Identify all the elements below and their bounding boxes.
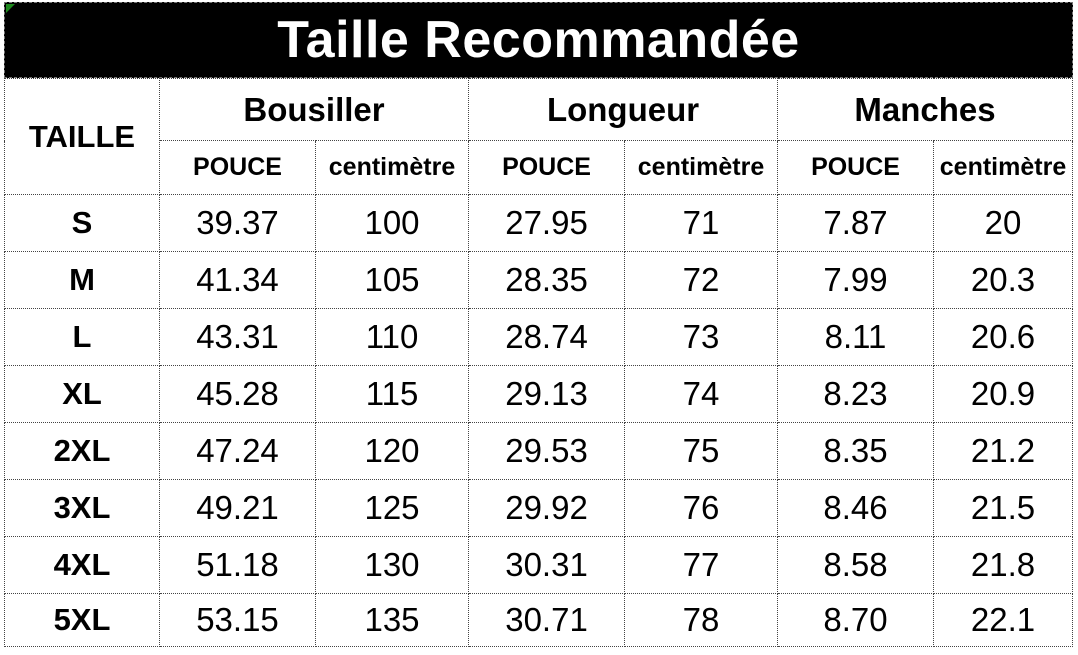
cell-manches-cm: 21.5 bbox=[933, 479, 1074, 537]
cell-longueur-pouce: 30.31 bbox=[468, 536, 626, 594]
unit-header-row: POUCE centimètre POUCE centimètre POUCE … bbox=[5, 140, 1074, 195]
group-header-longueur: Longueur bbox=[468, 78, 779, 141]
group-header-row: TAILLE Bousiller Longueur Manches bbox=[4, 78, 1074, 195]
cell-size: 2XL bbox=[4, 422, 160, 480]
unit-header-bousiller-cm: centimètre bbox=[314, 140, 470, 195]
cell-bousiller-cm: 125 bbox=[314, 479, 470, 537]
size-column-header: TAILLE bbox=[4, 78, 160, 195]
cell-size: L bbox=[4, 308, 160, 366]
cell-bousiller-pouce: 39.37 bbox=[159, 194, 316, 252]
cell-longueur-cm: 71 bbox=[624, 194, 779, 252]
table-row: 4XL 51.18 130 30.31 77 8.58 21.8 bbox=[4, 536, 1074, 594]
cell-bousiller-pouce: 45.28 bbox=[159, 365, 316, 423]
cell-bousiller-pouce: 51.18 bbox=[159, 536, 316, 594]
group-header-bousiller: Bousiller bbox=[158, 78, 470, 141]
cell-manches-cm: 20 bbox=[933, 194, 1074, 252]
table-row: S 39.37 100 27.95 71 7.87 20 bbox=[4, 194, 1074, 252]
cell-size: 4XL bbox=[4, 536, 160, 594]
cell-manches-pouce: 7.87 bbox=[777, 194, 935, 252]
table-row: 3XL 49.21 125 29.92 76 8.46 21.5 bbox=[4, 479, 1074, 537]
table-row: L 43.31 110 28.74 73 8.11 20.6 bbox=[4, 308, 1074, 366]
cell-longueur-cm: 76 bbox=[624, 479, 779, 537]
cell-manches-cm: 21.8 bbox=[933, 536, 1074, 594]
cell-bousiller-cm: 135 bbox=[314, 593, 470, 647]
cell-manches-pouce: 8.58 bbox=[777, 536, 935, 594]
cell-bousiller-cm: 120 bbox=[314, 422, 470, 480]
unit-header-longueur-pouce: POUCE bbox=[468, 140, 626, 195]
cell-longueur-pouce: 28.74 bbox=[468, 308, 626, 366]
excel-corner-flag-icon bbox=[6, 4, 15, 13]
cell-bousiller-pouce: 49.21 bbox=[159, 479, 316, 537]
unit-header-manches-cm: centimètre bbox=[933, 140, 1074, 195]
group-header-manches: Manches bbox=[777, 78, 1074, 141]
cell-manches-cm: 21.2 bbox=[933, 422, 1074, 480]
cell-bousiller-cm: 130 bbox=[314, 536, 470, 594]
cell-size: M bbox=[4, 251, 160, 309]
cell-manches-cm: 20.6 bbox=[933, 308, 1074, 366]
table-row: 2XL 47.24 120 29.53 75 8.35 21.2 bbox=[4, 422, 1074, 480]
cell-longueur-pouce: 29.92 bbox=[468, 479, 626, 537]
cell-manches-cm: 20.3 bbox=[933, 251, 1074, 309]
cell-longueur-cm: 77 bbox=[624, 536, 779, 594]
cell-longueur-cm: 75 bbox=[624, 422, 779, 480]
cell-manches-pouce: 8.46 bbox=[777, 479, 935, 537]
cell-size: 5XL bbox=[4, 593, 160, 647]
cell-bousiller-cm: 100 bbox=[314, 194, 470, 252]
table-row: XL 45.28 115 29.13 74 8.23 20.9 bbox=[4, 365, 1074, 423]
cell-manches-pouce: 7.99 bbox=[777, 251, 935, 309]
cell-longueur-pouce: 27.95 bbox=[468, 194, 626, 252]
cell-bousiller-pouce: 47.24 bbox=[159, 422, 316, 480]
cell-longueur-pouce: 30.71 bbox=[468, 593, 626, 647]
table-row: 5XL 53.15 135 30.71 78 8.70 22.1 bbox=[4, 593, 1074, 647]
cell-size: XL bbox=[4, 365, 160, 423]
unit-header-manches-pouce: POUCE bbox=[777, 140, 935, 195]
cell-bousiller-cm: 105 bbox=[314, 251, 470, 309]
cell-longueur-cm: 78 bbox=[624, 593, 779, 647]
cell-manches-pouce: 8.35 bbox=[777, 422, 935, 480]
cell-manches-cm: 22.1 bbox=[933, 593, 1074, 647]
cell-longueur-pouce: 29.13 bbox=[468, 365, 626, 423]
cell-size: S bbox=[4, 194, 160, 252]
size-table: TAILLE Bousiller Longueur Manches POUCE … bbox=[4, 78, 1074, 647]
cell-manches-pouce: 8.11 bbox=[777, 308, 935, 366]
cell-manches-cm: 20.9 bbox=[933, 365, 1074, 423]
cell-bousiller-pouce: 43.31 bbox=[159, 308, 316, 366]
cell-bousiller-pouce: 41.34 bbox=[159, 251, 316, 309]
unit-header-longueur-cm: centimètre bbox=[624, 140, 779, 195]
cell-bousiller-cm: 115 bbox=[314, 365, 470, 423]
cell-size: 3XL bbox=[4, 479, 160, 537]
title-bar: Taille Recommandée bbox=[4, 2, 1073, 78]
cell-longueur-cm: 73 bbox=[624, 308, 779, 366]
page-title: Taille Recommandée bbox=[277, 11, 800, 69]
unit-header-bousiller-pouce: POUCE bbox=[159, 140, 316, 195]
cell-bousiller-cm: 110 bbox=[314, 308, 470, 366]
cell-manches-pouce: 8.23 bbox=[777, 365, 935, 423]
cell-longueur-cm: 72 bbox=[624, 251, 779, 309]
cell-longueur-pouce: 29.53 bbox=[468, 422, 626, 480]
cell-longueur-cm: 74 bbox=[624, 365, 779, 423]
cell-manches-pouce: 8.70 bbox=[777, 593, 935, 647]
cell-bousiller-pouce: 53.15 bbox=[159, 593, 316, 647]
cell-longueur-pouce: 28.35 bbox=[468, 251, 626, 309]
table-row: M 41.34 105 28.35 72 7.99 20.3 bbox=[4, 251, 1074, 309]
